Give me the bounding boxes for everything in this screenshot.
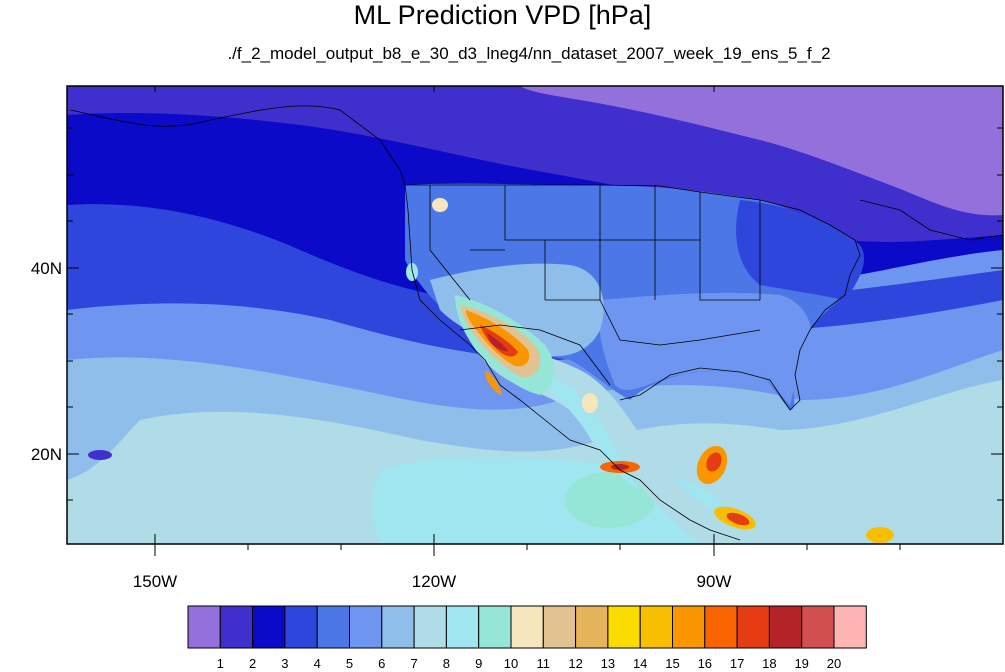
vpd-hotspot-caribbean-core [611,464,629,470]
vpd-land-southeast [598,292,811,405]
grid-ticks [154,534,715,544]
colorbar-swatch [413,605,447,649]
vpd-contour-19 [487,333,508,352]
colorbar-label: 12 [568,656,582,671]
colorbar-swatch [801,605,835,649]
vpd-hotspot-texas [582,393,598,413]
colorbar-swatch [672,605,706,649]
colorbar-label: 6 [378,656,385,671]
colorbar-swatch [219,605,254,649]
hawaii-islands [88,450,112,460]
colorbar-label: 20 [827,656,841,671]
vpd-contour-9 [565,472,655,528]
vpd-hotspot-baja [485,370,502,395]
colorbar-swatch [768,605,803,649]
colorbar-label: 10 [504,656,518,671]
colorbar-label: 9 [475,656,482,671]
vpd-hotspot-california [406,263,418,281]
vpd-hotspot-pnw [432,198,448,212]
colorbar-swatch [445,605,480,649]
colorbar-label: 5 [346,656,353,671]
colorbar-swatch [575,605,609,649]
colorbar-swatch [736,605,770,649]
colorbar-label: 19 [794,656,808,671]
vpd-hotspot-panama-core [726,512,750,526]
axis-ticks [67,86,1003,556]
lon-label-90w: 90W [697,572,732,591]
colorbar-label: 1 [217,656,224,671]
colorbar-label: 15 [665,656,679,671]
colorbar-label: 3 [281,656,288,671]
lon-label-120w: 120W [412,572,456,591]
colorbar-label: 11 [537,656,551,671]
colorbar-swatch [349,605,383,649]
colorbar-swatch [284,605,318,649]
colorbar-swatch [542,605,577,649]
colorbar-label: 8 [443,656,450,671]
vpd-hotspot-venezuela [866,527,894,543]
vpd-contour-1 [520,86,1003,216]
colorbar-label: 2 [249,656,256,671]
vpd-hotspot-central-america-core [706,452,722,472]
colorbar-label: 17 [730,656,744,671]
colorbar-label: 16 [698,656,712,671]
colorbar-swatch [316,605,351,649]
colorbar-swatch [607,605,641,649]
colorbar-swatch [187,605,221,649]
colorbar-label: 18 [762,656,776,671]
colorbar-label: 14 [633,656,647,671]
map-panel [67,86,1003,544]
colorbar-swatch [252,605,286,649]
map-title: ML Prediction VPD [hPa] [353,0,652,30]
coastlines-and-borders [69,105,1003,541]
lat-label-20n: 20N [31,445,62,464]
vpd-land-mexico-warm [520,360,640,490]
colorbar-swatch [510,605,544,649]
colorbar-swatch [639,605,674,649]
colorbar-swatch [381,605,415,649]
lon-label-150w: 150W [133,572,177,591]
lat-label-40n: 40N [31,259,62,278]
map-frame [66,85,1004,545]
colorbar-swatch [704,605,738,649]
colorbar-label: 7 [410,656,417,671]
vpd-land-east [736,200,865,300]
colorbar-label: 4 [314,656,321,671]
map-subtitle: ./f_2_model_output_b8_e_30_d3_lneg4/nn_d… [227,44,831,63]
colorbar-swatch [833,605,867,649]
colorbar-swatch [478,605,512,649]
vpd-contour-18 [480,325,518,357]
colorbar: 1 2 3 4 5 6 7 8 9 10 11 12 13 14 15 16 17 18 19 20 [187,605,867,671]
colorbar-label: 13 [601,656,615,671]
